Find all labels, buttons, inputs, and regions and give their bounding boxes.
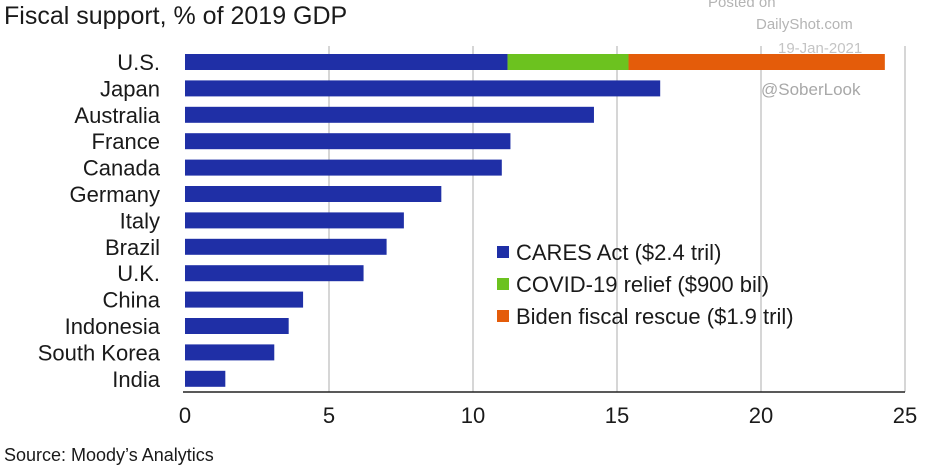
- category-label: U.K.: [117, 261, 160, 286]
- bar-0-12: [185, 370, 226, 387]
- bar-1-0: [507, 54, 629, 70]
- category-label: U.S.: [117, 50, 160, 75]
- source-note: Source: Moody’s Analytics: [4, 445, 214, 465]
- bar-0-11: [185, 344, 275, 361]
- watermark-handle: @SoberLook: [761, 80, 861, 99]
- legend-label: COVID-19 relief ($900 bil): [516, 272, 769, 297]
- category-label: Italy: [120, 208, 160, 233]
- category-label: South Korea: [38, 340, 161, 365]
- bar-2-0: [628, 54, 885, 70]
- category-label: France: [92, 129, 160, 154]
- bar-0-1: [185, 80, 661, 97]
- legend-label: CARES Act ($2.4 tril): [516, 240, 721, 265]
- x-tick-label: 5: [323, 403, 335, 428]
- x-tick-label: 0: [179, 403, 191, 428]
- bar-0-8: [185, 265, 364, 282]
- category-label: Japan: [100, 76, 160, 101]
- watermark-site: DailyShot.com: [756, 16, 853, 33]
- bar-0-0: [185, 54, 508, 70]
- bar-0-5: [185, 186, 442, 202]
- watermark-date: 19-Jan-2021: [778, 40, 863, 57]
- bar-0-10: [185, 318, 289, 334]
- bar-0-6: [185, 212, 404, 229]
- legend-swatch: [497, 246, 509, 258]
- bar-0-4: [185, 159, 502, 176]
- category-label: Germany: [70, 182, 160, 207]
- category-label: Australia: [74, 103, 160, 128]
- bar-0-9: [185, 291, 304, 308]
- chart-title: Fiscal support, % of 2019 GDP: [4, 2, 348, 30]
- legend-label: Biden fiscal rescue ($1.9 tril): [516, 304, 794, 329]
- legend-swatch: [497, 310, 509, 322]
- category-label: Canada: [83, 156, 161, 181]
- category-label: Indonesia: [65, 314, 161, 339]
- x-tick-label: 10: [461, 403, 485, 428]
- category-label: India: [112, 367, 160, 392]
- x-tick-label: 25: [893, 403, 917, 428]
- bar-0-3: [185, 133, 511, 150]
- x-tick-label: 20: [749, 403, 773, 428]
- bar-0-7: [185, 238, 387, 255]
- watermark-posted: Posted on: [708, 0, 776, 11]
- legend-swatch: [497, 278, 509, 290]
- x-tick-label: 15: [605, 403, 629, 428]
- bar-0-2: [185, 106, 594, 123]
- category-label: Brazil: [105, 235, 160, 260]
- category-label: China: [103, 288, 161, 313]
